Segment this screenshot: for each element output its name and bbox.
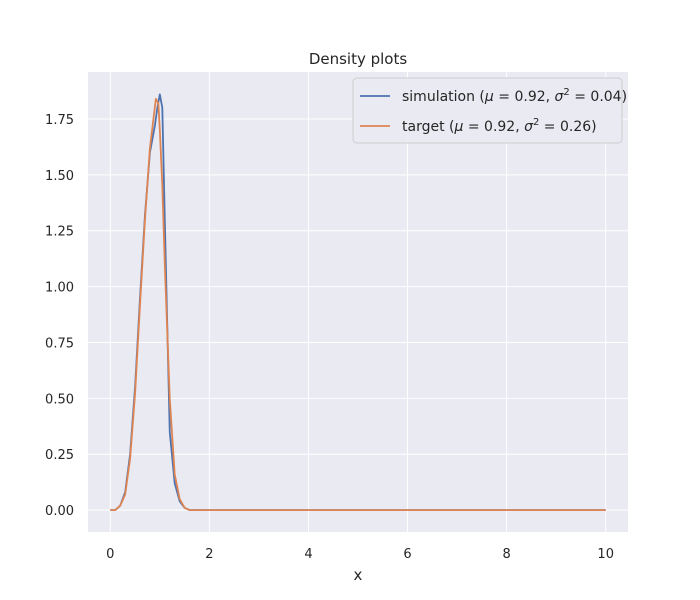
series-lines bbox=[110, 93, 606, 511]
legend: simulation (μ = 0.92, σ2 = 0.04) target … bbox=[352, 77, 627, 144]
y-tick-label: 1.50 bbox=[45, 169, 74, 184]
y-tick-label: 1.25 bbox=[45, 225, 74, 240]
x-tick-label: 6 bbox=[403, 547, 411, 562]
legend-entry-target: target (μ = 0.92, σ2 = 0.26) bbox=[402, 117, 597, 135]
x-axis-label: x bbox=[354, 566, 363, 584]
y-tick-label: 0.00 bbox=[45, 504, 74, 519]
chart-title: Density plots bbox=[309, 50, 408, 68]
y-tick-label: 0.50 bbox=[45, 392, 74, 407]
y-tick-label: 1.00 bbox=[45, 281, 74, 296]
legend-entry-simulation: simulation (μ = 0.92, σ2 = 0.04) bbox=[402, 87, 627, 105]
legend-box bbox=[352, 77, 623, 144]
y-tick-label: 1.75 bbox=[45, 113, 74, 128]
x-tick-label: 2 bbox=[205, 547, 213, 562]
x-tick-label: 10 bbox=[597, 547, 614, 562]
x-tick-label: 8 bbox=[502, 547, 510, 562]
x-tick-labels: 0 2 4 6 8 10 bbox=[106, 547, 614, 562]
plot-background bbox=[88, 72, 628, 532]
y-tick-label: 0.25 bbox=[45, 448, 74, 463]
x-tick-label: 4 bbox=[304, 547, 312, 562]
y-tick-label: 0.75 bbox=[45, 336, 74, 351]
series-line-target bbox=[110, 97, 606, 511]
x-tick-label: 0 bbox=[106, 547, 114, 562]
y-tick-labels: 0.00 0.25 0.50 0.75 1.00 1.25 1.50 1.75 bbox=[45, 113, 74, 519]
